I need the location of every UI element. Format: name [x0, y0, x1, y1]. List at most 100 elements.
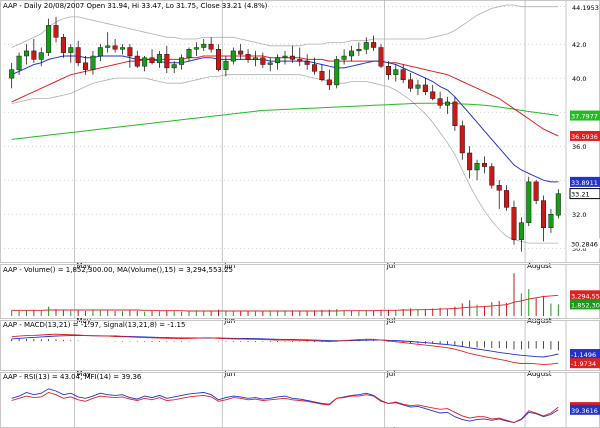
bollinger-upper-line: [11, 4, 559, 48]
candle-down: [149, 57, 155, 64]
price-panel: 44.195342.040.038.036.034.032.030.0MayJu…: [0, 0, 600, 270]
macd-month-label: Jul: [386, 370, 396, 378]
candle-up: [393, 69, 399, 75]
candle-up: [120, 47, 125, 50]
price-value-tag: 30.2846: [571, 240, 598, 248]
candle-up: [230, 50, 236, 62]
candle-up: [68, 47, 74, 53]
candle-up: [474, 162, 480, 171]
candle-up: [105, 45, 111, 48]
candle-down: [437, 98, 443, 106]
candle-down: [489, 166, 495, 186]
candle-down: [319, 71, 325, 81]
macd-value-tag-box: [570, 358, 600, 369]
candle-down: [467, 152, 473, 171]
rsi-header: AAP - RSI(13) = 43.04, MFI(14) = 39.36: [3, 373, 142, 381]
rsi-value-tag-box: [570, 404, 600, 415]
candle-up: [171, 64, 177, 69]
price-frame: [0, 0, 600, 263]
candle-down: [385, 66, 391, 75]
volume-header: AAP - Volume() = 1,852,300.00, MA(Volume…: [3, 266, 233, 274]
volume-ma-line: [11, 294, 559, 312]
candle-up: [548, 213, 554, 228]
candle-up: [142, 57, 148, 67]
candle-down: [260, 57, 266, 65]
candle-down: [496, 185, 502, 191]
price-month-label: Jul: [386, 262, 396, 270]
candle-up: [518, 222, 524, 240]
candle-up: [526, 181, 532, 223]
volume-value-tag: 3,294,553: [571, 292, 600, 300]
macd-month-label: August: [527, 370, 552, 378]
macd-month-label: Jun: [223, 370, 235, 378]
candle-up: [555, 193, 561, 216]
candle-down: [289, 55, 295, 60]
candle-down: [245, 54, 251, 60]
volume-value-tag: 1,852,300: [571, 301, 600, 309]
candle-up: [193, 47, 199, 50]
candle-down: [238, 50, 244, 55]
ma-long-line: [11, 102, 559, 140]
candle-down: [83, 62, 89, 70]
candle-down: [452, 101, 458, 126]
price-month-label: August: [527, 262, 552, 270]
candle-down: [297, 59, 303, 62]
candle-up: [415, 84, 421, 89]
candle-up: [186, 49, 192, 58]
candle-down: [75, 47, 81, 64]
candle-up: [275, 57, 281, 64]
candle-up: [282, 55, 288, 58]
candle-up: [334, 59, 340, 86]
volume-value-tag-box: [570, 290, 600, 301]
price-y-tick: 40.0: [572, 75, 586, 83]
candle-up: [46, 25, 52, 53]
mfi-line: [11, 388, 559, 423]
volume-value-tag-box: [570, 299, 600, 310]
candle-down: [422, 84, 428, 92]
candle-up: [348, 50, 354, 57]
candle-up: [90, 55, 96, 70]
candle-up: [97, 47, 103, 57]
candle-down: [60, 37, 66, 53]
volume-panel: May Jun Jul August AAP - Volume() = 1,852,30…: [0, 264, 600, 325]
rsi-line: [11, 392, 559, 423]
candle-down: [164, 54, 170, 69]
price-value-tag-box: [570, 130, 600, 141]
candle-up: [179, 57, 185, 65]
rsi-value-tag: 39.3616: [571, 407, 598, 415]
price-y-tick: 30.0: [572, 245, 586, 253]
candle-down: [312, 64, 318, 72]
macd-signal-line: [11, 335, 559, 358]
candle-down: [459, 125, 465, 154]
candle-down: [127, 47, 133, 57]
price-value-tag-box: [570, 110, 600, 121]
candle-down: [378, 47, 384, 67]
price-header: AAP - Daily 20/08/2007 Open 31.94, Hi 33…: [3, 2, 268, 10]
candle-down: [541, 200, 547, 228]
price-y-tick: 32.0: [572, 211, 586, 219]
candle-down: [504, 190, 510, 208]
candle-down: [304, 60, 310, 65]
candle-down: [53, 25, 59, 38]
bollinger-lower-line: [11, 74, 559, 244]
macd-header: AAP - MACD(13,21) = -1.97, Signal(13,21,…: [3, 321, 185, 329]
price-y-tick: 42.0: [572, 41, 586, 49]
candle-down: [134, 55, 140, 67]
candle-up: [223, 60, 229, 70]
price-value-tag-box: [570, 176, 600, 187]
price-value-tag: 37.7977: [571, 113, 598, 121]
macd-line: [11, 333, 559, 366]
candle-down: [533, 181, 539, 201]
candle-up: [9, 69, 15, 79]
candle-up: [252, 57, 258, 60]
price-value-tag-box: [570, 238, 600, 249]
price-month-label: Jun: [223, 262, 235, 270]
candle-up: [356, 49, 362, 52]
macd-month-label: May: [76, 370, 90, 378]
candle-up: [23, 50, 29, 57]
macd-value-tag: -1.9734: [571, 360, 596, 368]
candle-up: [445, 101, 450, 106]
rsi-mfi-panel: May Jun Jul August AAP - RSI(13) = 43.04, MF…: [0, 372, 600, 428]
candle-down: [400, 69, 406, 81]
price-month-label: May: [76, 262, 90, 270]
